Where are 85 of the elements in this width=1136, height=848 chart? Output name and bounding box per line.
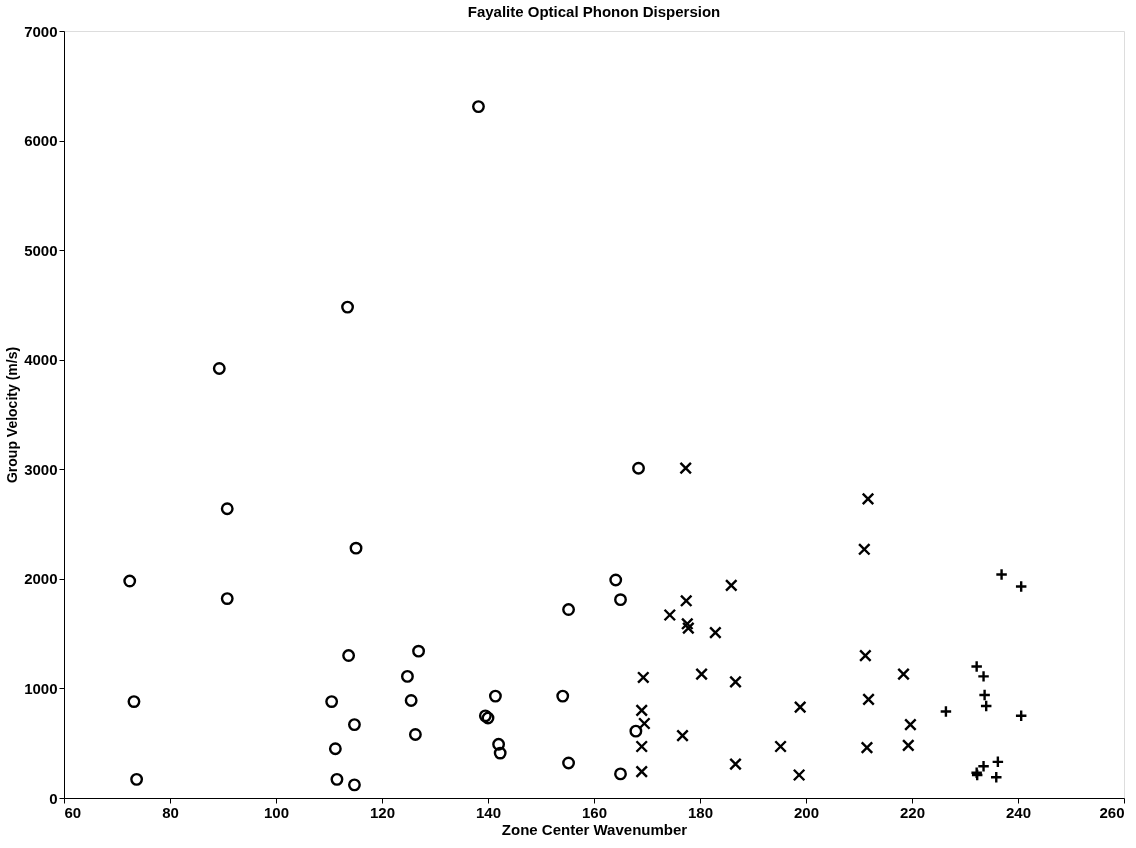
point (562, 603, 575, 616)
x-tick-label: 240 (1005, 803, 1032, 821)
point (492, 737, 506, 751)
point (679, 594, 693, 608)
point (901, 738, 915, 752)
point (401, 669, 414, 683)
y-tick-label: 7000 (24, 22, 58, 40)
point (861, 492, 875, 506)
point (724, 578, 738, 592)
point (614, 767, 627, 781)
point (679, 461, 693, 475)
point (1014, 580, 1028, 593)
x-tick-label: 80 (162, 803, 179, 821)
point (220, 502, 234, 516)
point (212, 362, 226, 375)
point (663, 608, 677, 622)
x-tick-label: 160 (581, 803, 608, 821)
point (774, 740, 787, 753)
point (1014, 709, 1028, 723)
point (632, 461, 645, 475)
point (493, 746, 507, 760)
point (488, 689, 502, 703)
point (614, 593, 627, 607)
point (562, 756, 575, 770)
x-tick-label: 140 (475, 803, 502, 821)
point (978, 688, 992, 702)
point (130, 772, 144, 786)
point (636, 671, 650, 684)
point (708, 626, 722, 639)
point (979, 699, 993, 713)
x-tick-label: 220 (899, 803, 926, 821)
point (556, 689, 570, 703)
y-tick-label: 6000 (24, 132, 58, 150)
point (330, 772, 344, 786)
x-tick-label: 260 (1099, 803, 1125, 821)
x-tick-label: 200 (793, 803, 820, 821)
point (127, 695, 141, 709)
point (342, 649, 356, 662)
point (348, 718, 361, 732)
point (635, 765, 649, 779)
point (348, 778, 361, 792)
x-tick-label: 100 (263, 803, 290, 821)
y-tick-label: 5000 (24, 241, 58, 259)
y-tick-label: 4000 (24, 351, 58, 369)
point (676, 729, 689, 742)
point (328, 742, 342, 756)
point (341, 300, 354, 314)
x-tick-label: 180 (687, 803, 714, 821)
point (897, 667, 910, 681)
point (695, 667, 709, 681)
x-axis-title: Zone Center Wavenumber (501, 820, 688, 838)
point (325, 695, 339, 709)
point (609, 573, 623, 587)
point (349, 541, 363, 555)
point (637, 717, 651, 730)
y-tick-label: 0 (49, 789, 58, 807)
point (412, 644, 426, 658)
point (123, 574, 137, 588)
point (991, 755, 1005, 769)
point (792, 768, 806, 782)
x-tick-label: 120 (369, 803, 396, 821)
point (681, 621, 695, 635)
y-tick-label: 3000 (24, 460, 58, 478)
point (680, 617, 694, 631)
point (220, 592, 234, 606)
point (635, 703, 649, 717)
point (857, 542, 871, 556)
y-axis-title: Group Velocity (m/s) (4, 346, 21, 484)
point (408, 728, 422, 741)
y-tick-label: 1000 (24, 679, 58, 697)
chart-title: Fayalite Optical Phonon Dispersion (467, 3, 721, 20)
point (858, 649, 872, 662)
point (862, 692, 875, 706)
point (629, 724, 643, 738)
point (793, 700, 807, 714)
point (729, 675, 742, 689)
point (903, 718, 917, 732)
y-tick-label: 2000 (24, 570, 58, 588)
point (635, 740, 649, 753)
point (404, 694, 418, 707)
x-tick-label: 60 (64, 803, 82, 821)
point (860, 741, 874, 755)
point (729, 757, 742, 771)
point (472, 100, 485, 114)
point (939, 704, 953, 718)
